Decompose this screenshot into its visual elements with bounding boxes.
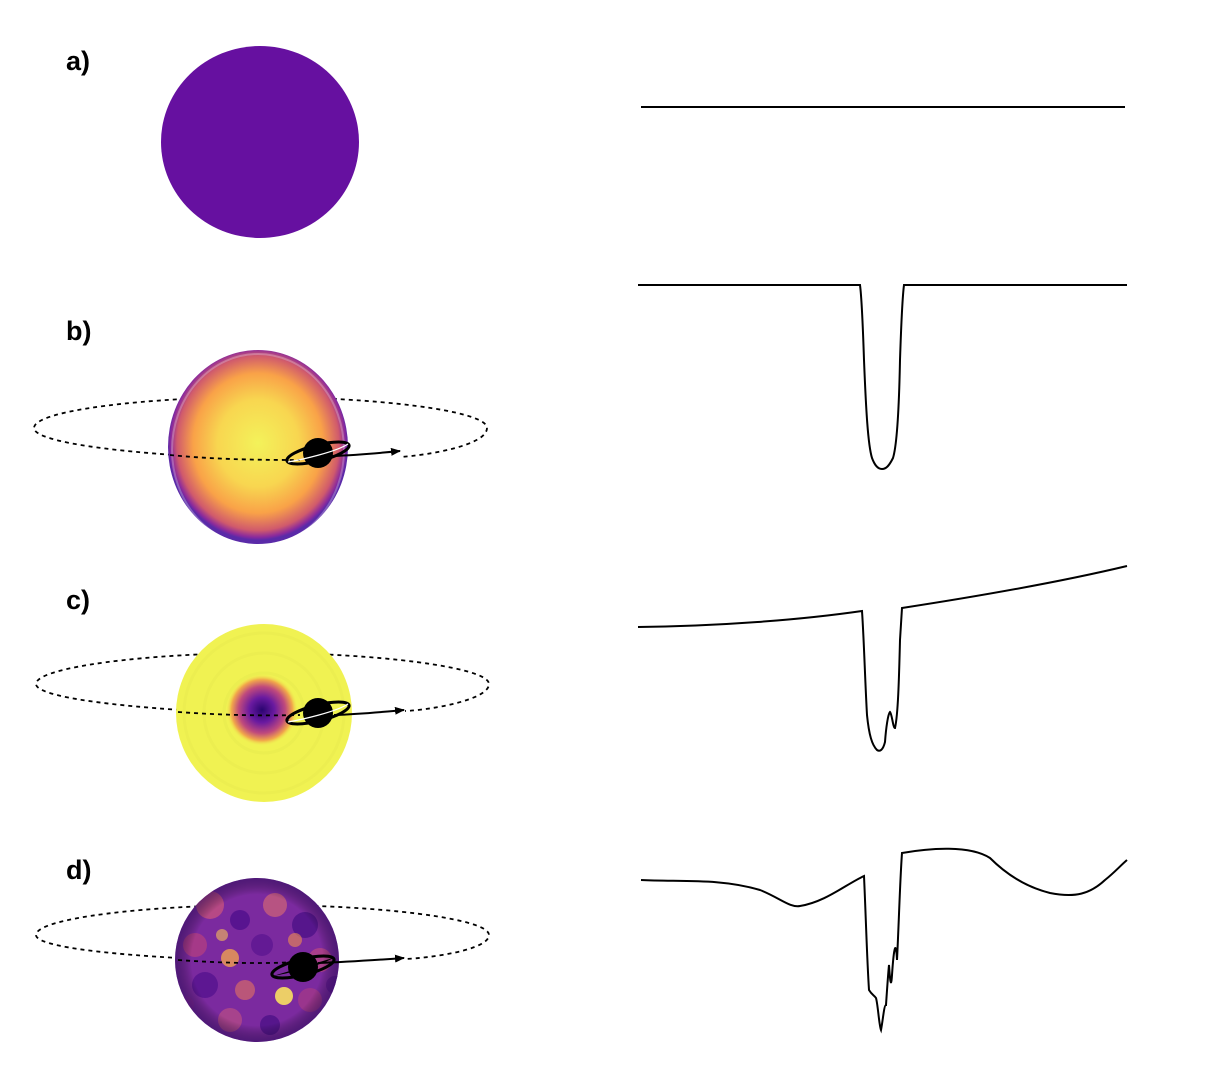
panel-b: b) bbox=[33, 284, 1127, 547]
ringed-planet-icon bbox=[285, 438, 351, 468]
orbit-front-b bbox=[169, 454, 301, 461]
light-curve-d bbox=[640, 847, 1128, 1034]
light-curve-b bbox=[638, 284, 1127, 471]
panel-label-d: d) bbox=[66, 855, 91, 885]
arrow-right-icon bbox=[317, 954, 405, 964]
orbit-back-d bbox=[35, 904, 490, 963]
ringed-planet-icon bbox=[285, 698, 351, 728]
mottled-star bbox=[175, 878, 339, 1042]
limb-darkened-star bbox=[168, 350, 348, 544]
panel-label-b: b) bbox=[66, 316, 91, 346]
arrow-right-icon bbox=[331, 447, 401, 457]
panel-label-a: a) bbox=[66, 46, 90, 76]
light-curve-c bbox=[637, 565, 1128, 752]
panel-d: d) bbox=[35, 847, 1128, 1042]
orbit-back-b bbox=[33, 396, 488, 461]
panel-label-c: c) bbox=[66, 585, 90, 615]
dark-starspot bbox=[226, 674, 298, 746]
uniform-star bbox=[161, 46, 359, 238]
panel-c: c) bbox=[35, 565, 1128, 802]
panel-a: a) bbox=[66, 46, 1125, 238]
arrow-right-icon bbox=[333, 706, 405, 716]
